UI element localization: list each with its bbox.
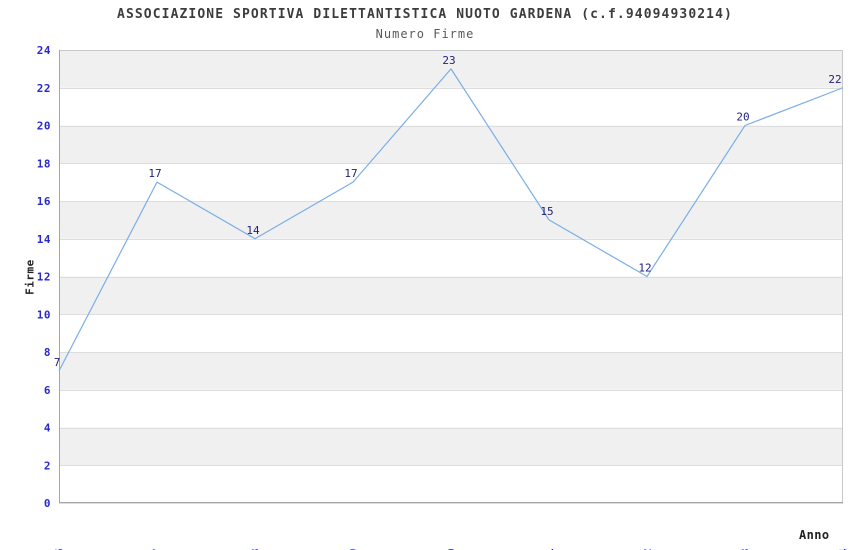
- x-tick-label: 2017: [151, 548, 164, 550]
- grid-band: [59, 125, 843, 164]
- point-label: 20: [736, 111, 749, 124]
- y-tick-label: 10: [37, 308, 51, 321]
- y-tick-label: 16: [37, 195, 51, 208]
- chart-line: [58, 68, 844, 372]
- grid-band: [59, 201, 843, 239]
- x-tick-label: 2019: [347, 548, 360, 550]
- x-tick-label: 2024: [837, 548, 850, 550]
- point-label: 17: [148, 167, 161, 180]
- y-tick-label: 4: [44, 422, 51, 435]
- x-tick-label: 2023: [739, 548, 752, 550]
- y-tick-label: 8: [44, 346, 51, 359]
- y-tick-label: 20: [37, 120, 51, 133]
- point-label: 17: [344, 167, 357, 180]
- y-tick-label: 6: [44, 384, 51, 397]
- point-label: 12: [638, 262, 651, 275]
- y-tick-label: 12: [37, 271, 51, 284]
- x-tick-label: 2020: [445, 548, 458, 550]
- grid-band: [59, 427, 843, 466]
- y-tick-label: 18: [37, 157, 51, 170]
- x-tick-label: 2018: [249, 548, 262, 550]
- point-label: 15: [540, 205, 553, 218]
- point-label: 23: [442, 54, 455, 67]
- y-tick-label: 0: [44, 497, 51, 510]
- x-axis-title: Anno: [799, 528, 830, 542]
- y-tick-label: 14: [37, 233, 51, 246]
- y-tick-label: 22: [37, 82, 51, 95]
- chart-subtitle: Numero Firme: [375, 27, 475, 41]
- x-tick-label: 2021: [543, 548, 556, 550]
- x-tick-label: 2016: [53, 548, 66, 550]
- point-label: 14: [246, 224, 260, 237]
- y-tick-label: 24: [37, 44, 51, 57]
- y-tick-label: 2: [44, 459, 51, 472]
- grid-band: [59, 352, 843, 390]
- point-label: 22: [828, 73, 841, 86]
- grid-band: [59, 276, 843, 315]
- chart-title: ASSOCIAZIONE SPORTIVA DILETTANTISTICA NU…: [117, 7, 733, 22]
- point-label: 7: [54, 356, 61, 369]
